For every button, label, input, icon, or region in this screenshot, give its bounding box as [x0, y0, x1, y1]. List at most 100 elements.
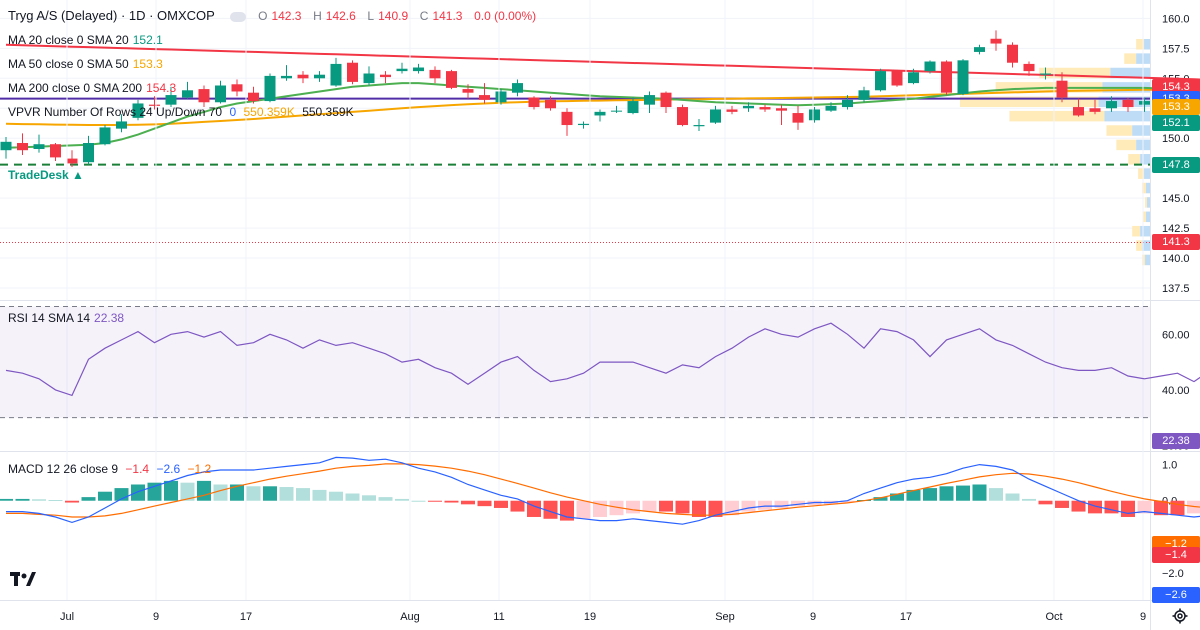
candle-body — [660, 92, 672, 108]
volume-profile-down-bar — [1124, 53, 1137, 64]
volume-profile-down-bar — [1136, 240, 1143, 251]
volume-profile-down-bar — [1142, 254, 1146, 266]
tradingview-logo-icon[interactable] — [10, 572, 36, 590]
macd-histogram-bar — [246, 486, 261, 501]
candle-body — [578, 123, 589, 126]
price-tick-label: 160.0 — [1162, 13, 1190, 25]
rsi-band-fill — [0, 306, 1150, 418]
candle-body — [941, 61, 952, 93]
rsi-axis-label: 22.38 — [1152, 432, 1200, 449]
rsi-line — [5, 322, 1200, 397]
volume-profile-down-bar — [1142, 182, 1147, 194]
candle-body — [462, 89, 474, 93]
tradedesk-badge[interactable]: TradeDesk ▲ — [8, 168, 84, 182]
time-tick-label: 9 — [153, 611, 159, 623]
volume-profile-up-bar — [1145, 254, 1150, 266]
macd-histogram-bar — [510, 500, 525, 512]
low-value: 140.9 — [378, 9, 409, 23]
price-tick-label: 142.5 — [1162, 223, 1190, 235]
ma20-legend[interactable]: MA 20 close 0 SMA 20 152.1 — [8, 33, 163, 47]
price-tick-label: 157.5 — [1162, 43, 1190, 55]
ma200-legend[interactable]: MA 200 close 0 SMA 200 154.3 — [8, 81, 177, 95]
candle-body — [974, 47, 985, 52]
candle-body — [891, 71, 903, 86]
candle-body — [644, 95, 655, 105]
volume-profile-up-bar — [1144, 168, 1150, 179]
macd-histogram-bar — [428, 500, 442, 502]
macd-histogram-bar — [48, 500, 63, 502]
macd-histogram-bar — [279, 487, 294, 501]
macd-histogram-bar — [840, 500, 855, 503]
macd-tick-label: −2.0 — [1162, 568, 1184, 580]
candle-body — [17, 143, 28, 151]
macd-histogram-bar — [890, 493, 904, 501]
candle-body — [347, 62, 358, 82]
macd-histogram-bar — [609, 500, 624, 516]
rsi-tick-label: 40.00 — [1162, 385, 1190, 397]
candle-body — [743, 105, 754, 109]
candle-body — [611, 110, 622, 112]
candle-body — [198, 89, 210, 103]
volume-profile-down-bar — [1143, 211, 1147, 223]
volume-profile-down-bar — [960, 96, 1099, 108]
volume-profile-up-bar — [1110, 67, 1150, 79]
high-value: 142.6 — [325, 9, 356, 23]
price-axis-label: 153.3 — [1152, 99, 1200, 116]
sma200-line — [5, 43, 1200, 81]
candle-body — [957, 60, 969, 94]
volume-profile-down-bar — [1009, 110, 1105, 122]
candle-body — [693, 125, 705, 127]
macd-axis-label: −2.6 — [1152, 586, 1200, 603]
time-tick-label: 9 — [1140, 611, 1146, 623]
macd-axis-label: −1.4 — [1152, 546, 1200, 563]
candle-body — [66, 158, 78, 164]
macd-histogram-bar — [362, 495, 376, 501]
macd-histogram-bar — [296, 488, 310, 501]
candle-body — [924, 61, 936, 72]
macd-histogram-bar — [708, 500, 723, 517]
candle-body — [446, 71, 457, 88]
macd-histogram-bar — [15, 498, 30, 501]
candle-body — [215, 85, 226, 103]
macd-legend[interactable]: MACD 12 26 close 9 −1.4 −2.6 −1.2 — [8, 462, 212, 476]
candle-body — [132, 103, 144, 118]
symbol-legend: Tryg A/S (Delayed) · 1D · OMXCOP O 142.3 … — [8, 8, 537, 23]
macd-histogram-bar — [1071, 500, 1086, 512]
candle-body — [1007, 44, 1018, 63]
macd-histogram-bar — [576, 500, 591, 519]
rsi-tick-label: 60.00 — [1162, 329, 1190, 341]
rsi-legend[interactable]: RSI 14 SMA 14 22.38 — [8, 311, 125, 325]
macd-histogram-bar — [444, 500, 459, 503]
candle-body — [479, 95, 490, 100]
macd-histogram-bar — [626, 500, 640, 514]
candle-body — [759, 107, 771, 110]
candle-body — [429, 69, 441, 79]
macd-histogram-bar — [230, 484, 244, 501]
symbol-title[interactable]: Tryg A/S (Delayed) · 1D · OMXCOP — [8, 8, 215, 23]
volume-profile-up-bar — [1132, 125, 1150, 136]
candle-body — [627, 101, 639, 114]
candle-body — [842, 99, 853, 108]
vpvr-legend[interactable]: VPVR Number Of Rows 24 Up/Down 70 0 550.… — [8, 105, 354, 119]
macd-histogram-bar — [939, 486, 954, 501]
candle-body — [990, 38, 1002, 44]
visibility-toggle-icon[interactable] — [230, 11, 247, 22]
macd-histogram-bar — [989, 488, 1003, 501]
macd-histogram-bar — [774, 500, 789, 508]
candle-body — [594, 111, 606, 116]
sma50-line — [5, 88, 1200, 126]
macd-histogram-bar — [873, 497, 888, 501]
ma50-legend[interactable]: MA 50 close 0 SMA 50 153.3 — [8, 57, 163, 71]
macd-histogram-bar — [659, 500, 673, 512]
candle-body — [1056, 80, 1068, 98]
gear-icon[interactable] — [1172, 608, 1188, 624]
candle-body — [281, 75, 292, 79]
macd-histogram-bar — [263, 486, 277, 501]
candle-body — [776, 108, 787, 111]
close-value: 141.3 — [432, 9, 463, 23]
price-axis-label: 152.1 — [1152, 114, 1200, 131]
candle-body — [363, 73, 375, 84]
macd-histogram-bar — [1121, 500, 1135, 517]
volume-profile-up-bar — [1144, 38, 1150, 50]
